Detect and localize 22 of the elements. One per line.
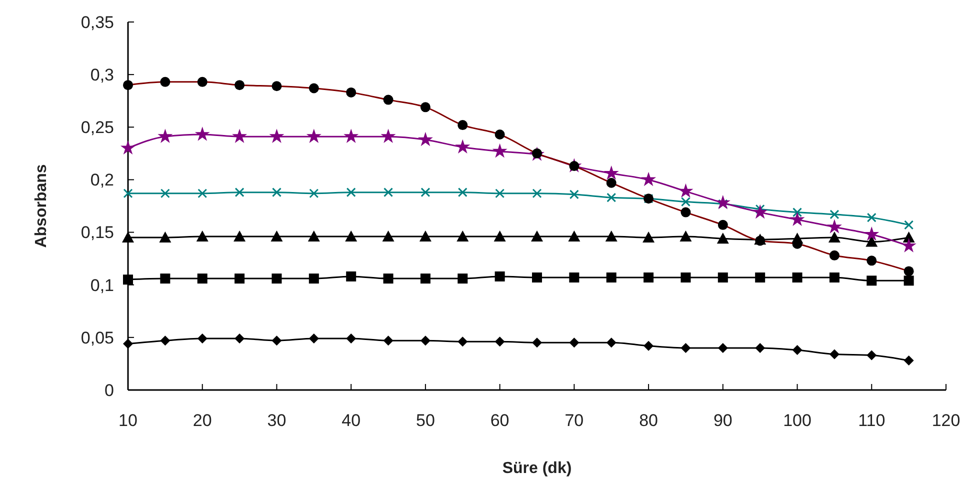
y-tick-label: 0 [104, 380, 114, 400]
y-tick-label: 0,1 [90, 276, 114, 295]
x-tick-label: 20 [192, 411, 212, 430]
y-tick-label: 0,05 [80, 328, 114, 348]
x-tick-label: 50 [416, 411, 435, 430]
y-axis-title: Absorbans [33, 164, 50, 248]
x-tick-label: 90 [713, 411, 732, 430]
x-tick-label: 80 [639, 411, 658, 430]
x-tick-label: 70 [564, 411, 584, 430]
x-tick-label: 110 [858, 411, 886, 430]
y-tick-label: 0,25 [80, 118, 114, 138]
y-tick-label: 0,3 [90, 66, 114, 85]
x-tick-label: 60 [490, 411, 510, 430]
x-tick-label: 30 [267, 411, 286, 430]
x-tick-label: 40 [342, 411, 361, 430]
y-tick-label: 0,15 [80, 223, 114, 242]
x-axis-title: Süre (dk) [502, 460, 572, 477]
y-tick-label: 0,2 [90, 170, 114, 190]
x-tick-label: 100 [783, 411, 812, 430]
y-tick-label: 0,35 [80, 12, 114, 32]
x-tick-label: 120 [932, 411, 960, 430]
x-tick-label: 10 [118, 411, 138, 430]
